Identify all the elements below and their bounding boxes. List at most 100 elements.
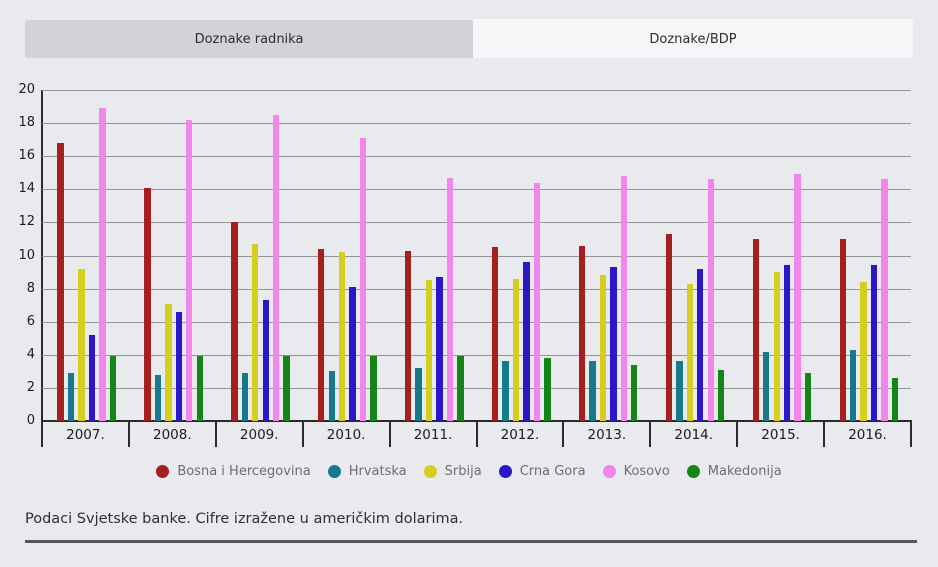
bar[interactable] <box>870 265 878 421</box>
tab-label: Doznake/BDP <box>649 31 737 47</box>
bar[interactable] <box>349 286 356 421</box>
bar[interactable] <box>165 303 172 421</box>
bar[interactable] <box>599 275 607 421</box>
x-axis-tick <box>562 421 565 447</box>
x-tick-label: 2015. <box>761 427 800 443</box>
bar[interactable] <box>359 138 367 421</box>
x-tick-label: 2014. <box>674 427 714 443</box>
bar[interactable] <box>405 250 412 421</box>
bar[interactable] <box>67 373 75 421</box>
x-tick-label: 2007. <box>66 427 105 443</box>
bar[interactable] <box>773 272 780 421</box>
bar[interactable] <box>717 369 725 421</box>
bar[interactable] <box>502 361 509 421</box>
bar[interactable] <box>544 358 551 421</box>
bar[interactable] <box>88 334 96 421</box>
legend-color-dot <box>423 465 437 478</box>
y-axis-line <box>41 90 43 447</box>
bar[interactable] <box>436 277 443 421</box>
bar[interactable] <box>620 176 627 421</box>
bar[interactable] <box>881 179 888 421</box>
x-axis-tick <box>475 421 478 447</box>
bar[interactable] <box>512 278 520 421</box>
legend-item[interactable]: Hrvatska <box>327 464 407 479</box>
bar[interactable] <box>57 142 64 421</box>
y-tick-label: 10 <box>18 247 35 263</box>
bar[interactable] <box>99 108 106 421</box>
gridline <box>42 255 911 257</box>
legend-label: Bosna i Hercegovina <box>177 464 311 479</box>
bar[interactable] <box>186 119 193 421</box>
bar[interactable] <box>252 243 259 421</box>
bar[interactable] <box>425 280 433 421</box>
bar[interactable] <box>752 238 759 421</box>
bar[interactable] <box>631 364 638 421</box>
bar[interactable] <box>794 174 801 421</box>
bar[interactable] <box>686 283 693 421</box>
bar[interactable] <box>175 311 183 421</box>
bar[interactable] <box>804 373 812 421</box>
legend-color-dot <box>156 465 170 478</box>
bar[interactable] <box>457 356 464 421</box>
y-tick-label: 18 <box>18 115 35 131</box>
y-tick-label: 16 <box>18 148 35 164</box>
bar[interactable] <box>78 268 85 421</box>
bar[interactable] <box>328 371 335 421</box>
x-tick-label: 2010. <box>326 427 366 443</box>
legend-color-dot <box>602 465 616 478</box>
bar[interactable] <box>109 356 117 421</box>
bar[interactable] <box>231 222 238 421</box>
tab-doznake-bdp[interactable]: Doznake/BDP <box>473 20 913 58</box>
bar[interactable] <box>154 374 162 421</box>
bar[interactable] <box>241 373 249 421</box>
x-tick-label: 2016. <box>848 427 887 443</box>
bar[interactable] <box>491 247 499 421</box>
x-axis-tick <box>736 421 739 447</box>
legend-item[interactable]: Srbija <box>423 464 482 479</box>
bar[interactable] <box>589 361 596 421</box>
legend-item[interactable]: Bosna i Hercegovina <box>156 464 311 479</box>
legend-item[interactable]: Crna Gora <box>498 464 586 479</box>
bar[interactable] <box>446 177 454 421</box>
x-axis-tick <box>41 421 43 447</box>
bar[interactable] <box>763 351 770 421</box>
gridline <box>42 321 911 323</box>
x-axis-tick <box>301 421 304 447</box>
bar[interactable] <box>196 356 203 421</box>
bar[interactable] <box>533 182 541 421</box>
gridline <box>42 288 911 290</box>
tab-doznake-radnika[interactable]: Doznake radnika <box>25 20 473 58</box>
bar[interactable] <box>370 356 377 421</box>
bar[interactable] <box>144 187 151 421</box>
bar[interactable] <box>318 248 325 421</box>
x-axis-tick <box>388 421 391 447</box>
bar[interactable] <box>339 252 346 421</box>
bar[interactable] <box>523 262 530 421</box>
x-axis-tick <box>127 421 130 447</box>
legend-label: Makedonija <box>707 464 782 479</box>
bar[interactable] <box>262 300 269 421</box>
tab-label: Doznake radnika <box>194 31 304 47</box>
y-tick-label: 6 <box>26 313 35 329</box>
bar[interactable] <box>849 349 857 421</box>
bar[interactable] <box>610 267 617 421</box>
bar[interactable] <box>665 234 673 421</box>
legend-item[interactable]: Makedonija <box>686 464 782 479</box>
bar[interactable] <box>283 356 290 421</box>
y-tick-label: 8 <box>26 280 35 296</box>
bar[interactable] <box>783 265 791 421</box>
bar[interactable] <box>273 114 280 421</box>
bar[interactable] <box>860 281 867 421</box>
legend-item[interactable]: Kosovo <box>602 464 670 479</box>
gridline <box>42 354 911 356</box>
bar[interactable] <box>415 368 422 421</box>
bar[interactable] <box>578 245 586 421</box>
gridline <box>42 189 911 191</box>
bar[interactable] <box>707 179 714 421</box>
bar[interactable] <box>697 268 704 421</box>
gridline <box>42 387 911 389</box>
bar[interactable] <box>676 361 683 421</box>
bar[interactable] <box>891 377 899 421</box>
bar[interactable] <box>839 238 846 421</box>
